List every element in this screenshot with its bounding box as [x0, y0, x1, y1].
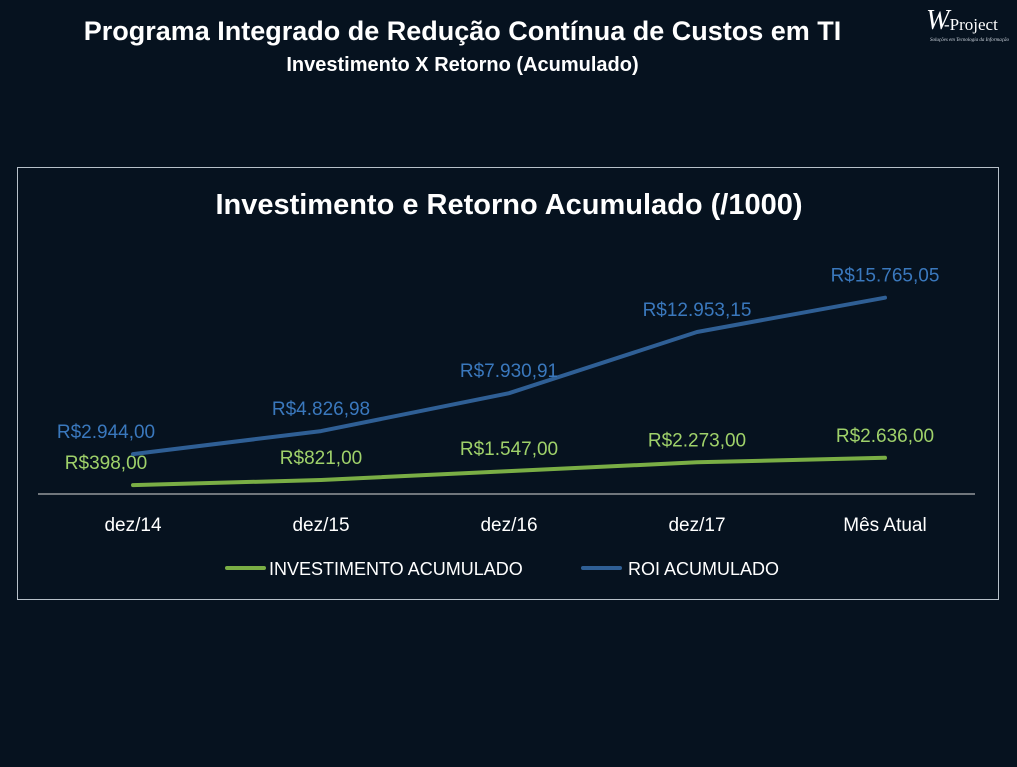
x-tick-label: Mês Atual: [843, 515, 926, 536]
chart-frame: Investimento e Retorno Acumulado (/1000)…: [17, 167, 999, 600]
chart-legend: INVESTIMENTO ACUMULADO ROI ACUMULADO: [225, 559, 779, 579]
data-label: R$1.547,00: [460, 439, 558, 460]
data-label: R$7.930,91: [460, 361, 558, 382]
chart-title: Investimento e Retorno Acumulado (/1000): [215, 189, 802, 221]
x-tick-label: dez/15: [292, 515, 349, 536]
x-tick-label: dez/16: [480, 515, 537, 536]
series-line-investimento: [131, 455, 887, 488]
legend-label: INVESTIMENTO ACUMULADO: [269, 559, 523, 579]
logo-tagline: Soluções em Tecnologia da Informação: [930, 38, 1009, 43]
data-label: R$12.953,15: [643, 300, 752, 321]
data-label: R$2.944,00: [57, 422, 155, 443]
page-title: Programa Integrado de Redução Contínua d…: [83, 16, 842, 46]
plot-layer: R$398,00 R$821,00 R$1.547,00 R$2.273,00 R$2.…: [57, 266, 940, 536]
data-label: R$821,00: [280, 448, 362, 469]
w-project-logo: W -Project Soluções em Tecnologia da Inf…: [922, 6, 1014, 48]
legend-label: ROI ACUMULADO: [628, 559, 779, 579]
logo-w-mark: W: [926, 5, 950, 36]
data-label: R$398,00: [65, 453, 147, 474]
x-tick-label: dez/17: [668, 515, 725, 536]
x-tick-label: dez/14: [104, 515, 161, 536]
page-subtitle: Investimento X Retorno (Acumulado): [286, 54, 639, 76]
data-label: R$2.273,00: [648, 430, 746, 451]
logo-wordmark: -Project: [944, 15, 998, 34]
line-chart: Investimento e Retorno Acumulado (/1000)…: [38, 189, 975, 579]
data-label: R$2.636,00: [836, 426, 934, 447]
data-label: R$15.765,05: [831, 266, 940, 287]
data-label: R$4.826,98: [272, 399, 370, 420]
